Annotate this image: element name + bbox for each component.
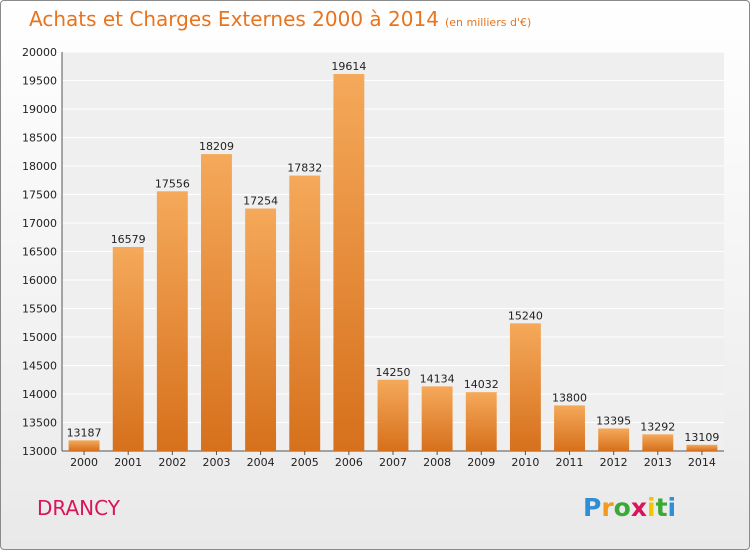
bar bbox=[112, 246, 144, 451]
y-tick-label: 16500 bbox=[22, 246, 57, 259]
y-tick-label: 14500 bbox=[22, 360, 57, 373]
y-tick-label: 19000 bbox=[22, 103, 57, 116]
logo-letter: i bbox=[647, 493, 656, 522]
bar bbox=[289, 175, 321, 452]
y-tick-label: 14000 bbox=[22, 388, 57, 401]
proxiti-logo: Proxiti bbox=[583, 493, 676, 522]
bar bbox=[686, 444, 718, 451]
data-label: 18209 bbox=[199, 140, 234, 153]
bar bbox=[598, 428, 630, 451]
x-tick-label: 2001 bbox=[114, 456, 142, 469]
y-tick-label: 15500 bbox=[22, 303, 57, 316]
city-name: DRANCY bbox=[37, 496, 120, 520]
x-tick-label: 2012 bbox=[600, 456, 628, 469]
data-label: 13109 bbox=[684, 431, 719, 444]
y-tick-label: 18500 bbox=[22, 132, 57, 145]
x-tick-label: 2002 bbox=[158, 456, 186, 469]
y-tick-label: 15000 bbox=[22, 331, 57, 344]
x-tick-label: 2004 bbox=[247, 456, 275, 469]
bar bbox=[421, 386, 453, 451]
x-tick-label: 2010 bbox=[511, 456, 539, 469]
x-tick-label: 2005 bbox=[291, 456, 319, 469]
x-tick-label: 2011 bbox=[556, 456, 584, 469]
y-tick-label: 19500 bbox=[22, 75, 57, 88]
logo-letter: x bbox=[630, 493, 647, 522]
x-tick-label: 2000 bbox=[70, 456, 98, 469]
data-label: 14250 bbox=[376, 366, 411, 379]
bar bbox=[642, 434, 674, 451]
data-label: 13395 bbox=[596, 414, 631, 427]
x-tick-label: 2006 bbox=[335, 456, 363, 469]
y-tick-label: 17500 bbox=[22, 189, 57, 202]
y-tick-label: 17000 bbox=[22, 217, 57, 230]
data-label: 19614 bbox=[331, 60, 366, 73]
logo-letter: r bbox=[601, 493, 614, 522]
chart-title: Achats et Charges Externes 2000 à 2014 bbox=[29, 7, 439, 31]
x-tick-label: 2014 bbox=[688, 456, 716, 469]
bar bbox=[156, 191, 188, 452]
logo-letter: t bbox=[655, 493, 668, 522]
bar bbox=[377, 379, 409, 451]
data-label: 14134 bbox=[420, 372, 455, 385]
data-label: 17832 bbox=[287, 162, 322, 175]
chart-subtitle: (en milliers d'€) bbox=[444, 16, 532, 29]
bar bbox=[245, 208, 277, 451]
x-tick-label: 2013 bbox=[644, 456, 672, 469]
data-label: 13800 bbox=[552, 391, 587, 404]
x-tick-label: 2009 bbox=[467, 456, 495, 469]
y-tick-label: 13500 bbox=[22, 417, 57, 430]
data-label: 15240 bbox=[508, 309, 543, 322]
x-tick-label: 2003 bbox=[202, 456, 230, 469]
bar bbox=[465, 392, 497, 451]
logo-letter: P bbox=[583, 493, 602, 522]
chart-title-block: Achats et Charges Externes 2000 à 2014 (e… bbox=[29, 7, 531, 31]
bar bbox=[201, 154, 232, 451]
logo-letter: i bbox=[667, 493, 677, 522]
data-label: 16579 bbox=[111, 233, 146, 246]
data-label: 13292 bbox=[640, 420, 675, 433]
y-tick-label: 16000 bbox=[22, 274, 57, 287]
data-label: 13187 bbox=[67, 426, 102, 439]
bar bbox=[554, 405, 585, 451]
y-tick-label: 18000 bbox=[22, 160, 57, 173]
x-tick-label: 2008 bbox=[423, 456, 451, 469]
logo-letter: o bbox=[613, 493, 631, 522]
data-label: 14032 bbox=[464, 378, 499, 391]
data-label: 17254 bbox=[243, 195, 278, 208]
x-tick-label: 2007 bbox=[379, 456, 407, 469]
y-tick-label: 20000 bbox=[22, 46, 57, 59]
bar bbox=[509, 323, 541, 451]
bar bbox=[333, 74, 365, 451]
data-label: 17556 bbox=[155, 177, 190, 190]
y-tick-label: 13000 bbox=[22, 445, 57, 458]
bar bbox=[68, 440, 100, 451]
